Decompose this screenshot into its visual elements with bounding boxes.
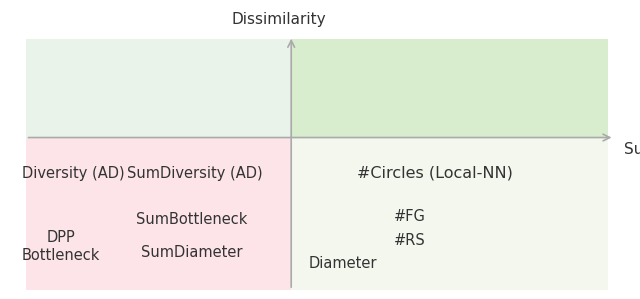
Text: SumDiameter: SumDiameter — [141, 245, 243, 260]
Text: SumDiversity (AD): SumDiversity (AD) — [127, 166, 263, 181]
Text: Diameter: Diameter — [308, 256, 377, 271]
Text: Diversity (AD): Diversity (AD) — [22, 166, 125, 181]
Text: Dissimilarity: Dissimilarity — [231, 12, 326, 27]
Text: #Circles (Local-NN): #Circles (Local-NN) — [357, 166, 513, 181]
Bar — [26, 39, 291, 138]
Bar — [291, 138, 608, 290]
Text: #FG: #FG — [394, 209, 426, 224]
Bar — [291, 39, 608, 138]
Text: #RS: #RS — [394, 233, 426, 248]
Text: SumBottleneck: SumBottleneck — [136, 212, 248, 227]
Text: Subadditivity: Subadditivity — [624, 142, 640, 157]
Bar — [26, 138, 291, 290]
Text: DPP
Bottleneck: DPP Bottleneck — [22, 231, 100, 263]
